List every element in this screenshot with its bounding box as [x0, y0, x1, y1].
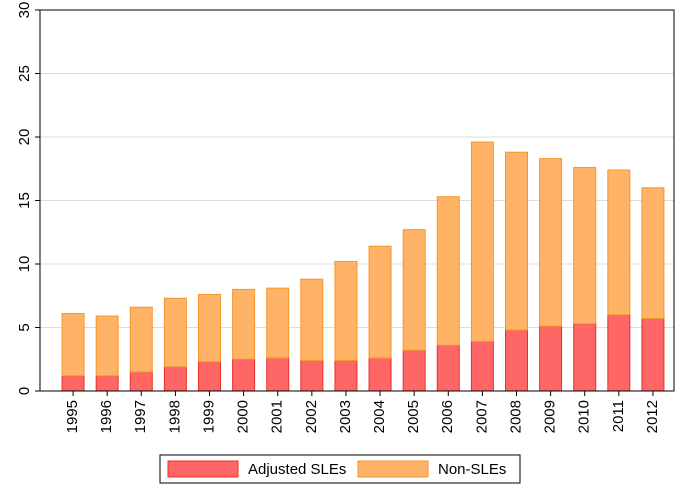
- bar-segment: [266, 357, 290, 392]
- bar-segment: [232, 288, 256, 360]
- bar-segment: [470, 340, 494, 392]
- bar-segment: [641, 187, 665, 320]
- x-tick-label: 2010: [576, 400, 593, 433]
- x-tick-label: 2000: [235, 400, 252, 433]
- bar-segment: [61, 313, 85, 377]
- bar-segment: [470, 141, 494, 342]
- bar-segment: [334, 260, 358, 362]
- y-tick-label: 10: [16, 256, 33, 273]
- x-tick-label: 1996: [98, 400, 115, 433]
- x-tick-label: 2012: [644, 400, 661, 433]
- y-tick-label: 0: [16, 387, 33, 395]
- legend-label: Non-SLEs: [438, 461, 506, 478]
- x-tick-label: 2004: [371, 400, 388, 433]
- x-tick-label: 2007: [473, 400, 490, 433]
- bar-segment: [402, 349, 426, 392]
- y-tick-label: 30: [16, 2, 33, 19]
- x-tick-label: 2001: [269, 400, 286, 433]
- bar-segment: [300, 278, 324, 362]
- bar-segment: [232, 358, 256, 392]
- bar-segment: [573, 323, 597, 392]
- legend-swatch: [357, 460, 429, 478]
- x-tick-label: 1999: [200, 400, 217, 433]
- bar-segment: [402, 229, 426, 351]
- bar-segment: [266, 287, 290, 359]
- legend-label: Adjusted SLEs: [248, 461, 346, 478]
- bar-segment: [368, 245, 392, 359]
- bar-segment: [539, 158, 563, 327]
- bar-segment: [129, 306, 153, 373]
- x-tick-label: 2009: [542, 400, 559, 433]
- bar-segment: [607, 314, 631, 392]
- bar-segment: [163, 297, 187, 368]
- y-tick-label: 20: [16, 129, 33, 146]
- x-tick-label: 1997: [132, 400, 149, 433]
- x-tick-label: 2003: [337, 400, 354, 433]
- bar-segment: [505, 151, 528, 331]
- x-tick-label: 2005: [405, 400, 422, 433]
- y-tick-label: 15: [16, 192, 33, 209]
- bar-segment: [129, 371, 153, 392]
- bar-segment: [95, 315, 119, 377]
- x-tick-label: 2008: [507, 400, 524, 433]
- legend-swatch: [167, 460, 239, 478]
- bar-segment: [61, 375, 85, 392]
- bar-segment: [436, 344, 460, 392]
- bar-segment: [198, 361, 221, 392]
- bar-segment: [198, 293, 221, 363]
- bar-segment: [641, 318, 665, 392]
- x-tick-label: 1995: [64, 400, 81, 433]
- x-tick-label: 2006: [439, 400, 456, 433]
- y-tick-label: 5: [16, 323, 33, 331]
- bar-segment: [368, 357, 392, 392]
- bar-segment: [573, 166, 597, 325]
- bar-segment: [436, 196, 460, 346]
- bar-segment: [95, 375, 119, 392]
- bar-segment: [163, 366, 187, 392]
- plot-frame: [39, 9, 675, 392]
- bar-segment: [607, 169, 631, 316]
- bar-segment: [334, 360, 358, 392]
- bar-segment: [539, 325, 563, 392]
- bar-segment: [505, 329, 528, 392]
- y-tick-label: 25: [16, 65, 33, 82]
- x-tick-label: 1998: [166, 400, 183, 433]
- x-tick-label: 2011: [610, 400, 627, 432]
- x-tick-label: 2002: [303, 400, 320, 433]
- bar-segment: [300, 360, 324, 392]
